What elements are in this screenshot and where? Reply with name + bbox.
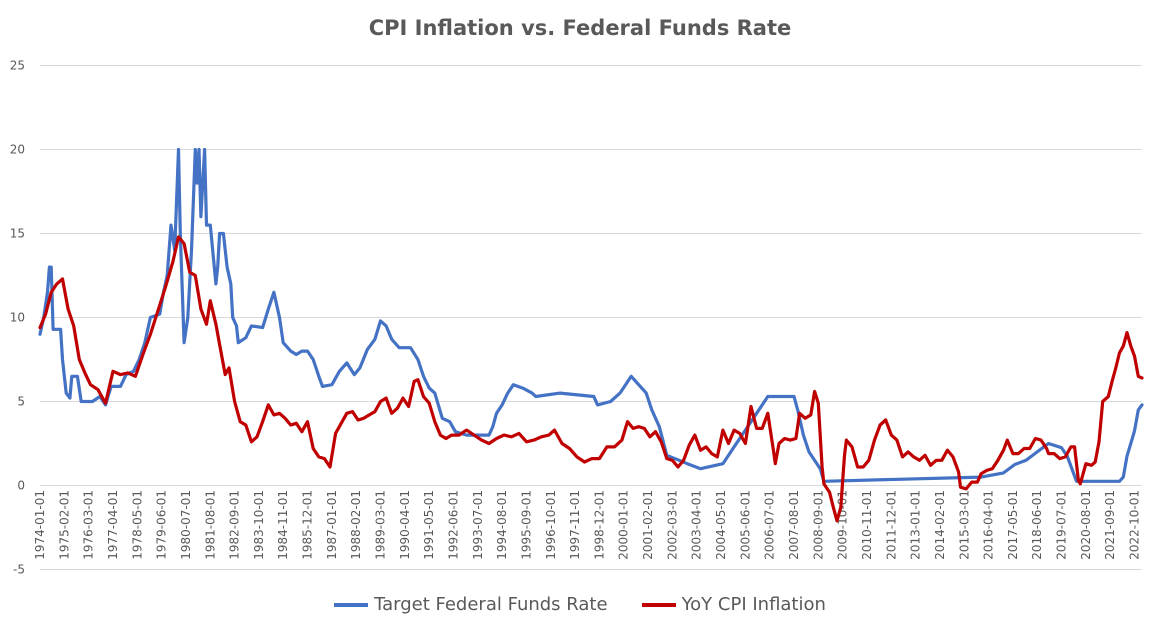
legend-label-target-fed-funds: Target Federal Funds Rate: [374, 594, 608, 615]
x-tick-label: 2019-07-01: [1055, 490, 1069, 560]
x-tick-label: 1994-08-01: [495, 490, 509, 560]
y-axis-tick-labels: -5 0 5 10 15 20 25: [10, 59, 25, 577]
x-tick-label: 2010-11-01: [860, 490, 874, 560]
x-tick-label: 1984-11-01: [276, 490, 290, 560]
x-tick-label: 1991-05-01: [422, 490, 436, 560]
x-tick-label: 2021-09-01: [1103, 490, 1117, 560]
legend-swatch-red: [641, 602, 676, 607]
series-line-yoy-cpi: [38, 235, 1144, 523]
x-tick-label: 1979-06-01: [155, 490, 169, 560]
x-tick-label: 1987-01-01: [325, 490, 339, 560]
x-tick-label: 1990-04-01: [398, 490, 412, 560]
x-axis-tick-labels: 1974-01-01 1975-02-01 1976-03-01 1977-04-01…: [33, 490, 1142, 560]
x-tick-label: 2007-08-01: [787, 490, 801, 560]
x-tick-label: 2016-04-01: [982, 490, 996, 560]
x-tick-label: 1974-01-01: [33, 490, 47, 560]
y-tick-label: -5: [13, 563, 25, 577]
x-tick-label: 2017-05-01: [1006, 490, 1020, 560]
x-tick-label: 1976-03-01: [82, 490, 96, 560]
x-tick-label: 1995-09-01: [519, 490, 533, 560]
y-tick-label: 20: [10, 143, 25, 157]
x-tick-label: 1975-02-01: [57, 490, 71, 560]
x-tick-label: 1982-09-01: [228, 490, 242, 560]
y-tick-label: 25: [10, 59, 25, 73]
series-line-target-fed-funds: [38, 147, 1144, 483]
x-tick-label: 2004-05-01: [714, 490, 728, 560]
x-tick-label: 2001-02-01: [641, 490, 655, 560]
x-tick-label: 1989-03-01: [374, 490, 388, 560]
x-tick-label: 1996-10-01: [544, 490, 558, 560]
y-tick-label: 15: [10, 227, 25, 241]
x-tick-label: 2008-09-01: [811, 490, 825, 560]
legend-swatch-blue: [334, 602, 369, 607]
legend: Target Federal Funds Rate YoY CPI Inflat…: [0, 594, 1160, 615]
chart-title: CPI Inflation vs. Federal Funds Rate: [368, 16, 792, 40]
x-tick-label: 2002-03-01: [665, 490, 679, 560]
x-tick-label: 2013-01-01: [909, 490, 923, 560]
x-tick-label: 1998-12-01: [592, 490, 606, 560]
y-tick-label: 5: [17, 395, 25, 409]
legend-label-yoy-cpi: YoY CPI Inflation: [681, 594, 826, 615]
x-tick-label: 1992-06-01: [446, 490, 460, 560]
x-tick-label: 2005-06-01: [738, 490, 752, 560]
x-tick-label: 2022-10-01: [1128, 490, 1142, 560]
x-tick-label: 1980-07-01: [179, 490, 193, 560]
x-tick-label: 1983-10-01: [252, 490, 266, 560]
x-tick-label: 2015-03-01: [957, 490, 971, 560]
y-tick-label: 10: [10, 311, 25, 325]
x-tick-label: 2014-02-01: [933, 490, 947, 560]
x-tick-label: 2018-06-01: [1030, 490, 1044, 560]
x-tick-label: 1977-04-01: [106, 490, 120, 560]
x-tick-label: 2003-04-01: [690, 490, 704, 560]
y-tick-label: 0: [17, 479, 25, 493]
legend-item-target-fed-funds: Target Federal Funds Rate: [334, 594, 608, 615]
x-tick-label: 2006-07-01: [763, 490, 777, 560]
x-tick-label: 2011-12-01: [884, 490, 898, 560]
x-tick-label: 1988-02-01: [349, 490, 363, 560]
x-tick-label: 1978-05-01: [130, 490, 144, 560]
gridlines: [40, 65, 1142, 570]
series-lines: [38, 147, 1144, 523]
legend-item-yoy-cpi: YoY CPI Inflation: [641, 594, 826, 615]
x-tick-label: 1985-12-01: [301, 490, 315, 560]
x-tick-label: 2020-08-01: [1079, 490, 1093, 560]
x-tick-label: 1981-08-01: [203, 490, 217, 560]
x-tick-label: 1997-11-01: [568, 490, 582, 560]
x-tick-label: 1993-07-01: [471, 490, 485, 560]
x-tick-label: 2000-01-01: [617, 490, 631, 560]
